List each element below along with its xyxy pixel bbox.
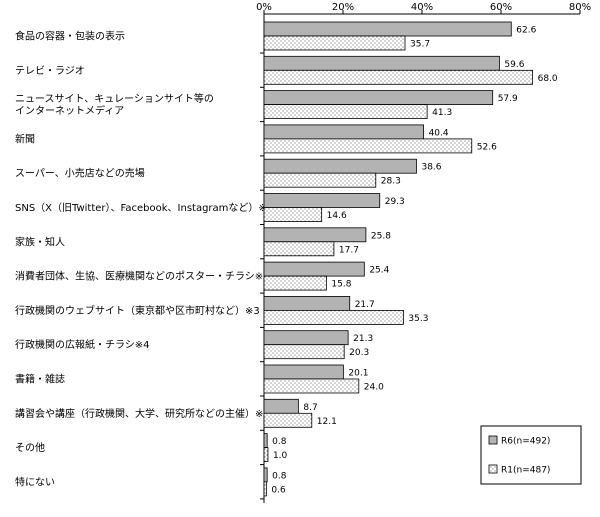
data-label: 25.4 (369, 266, 389, 276)
data-label: 24.0 (364, 383, 384, 393)
data-label: 0.6 (271, 485, 286, 495)
bar-r6 (263, 330, 349, 346)
x-tick-label: 40% (411, 2, 433, 13)
bar-r6 (263, 21, 512, 37)
category-label: 消費者団体、生協、医療機関などのポスター・チラシ※2 (15, 270, 270, 283)
bar-r1 (263, 35, 406, 51)
data-label: 29.3 (385, 197, 405, 207)
x-tick-label: 60% (490, 2, 512, 13)
category-label: スーパー、小売店などの売場 (15, 167, 145, 180)
category-label: 食品の容器・包装の表示 (15, 30, 125, 43)
category-label: 行政機関の広報紙・チラシ※4 (15, 338, 150, 351)
legend-label-r1: R1(n=487) (501, 466, 550, 476)
bars: 62.6 35.7 59.6 68.0 57.9 41.3 40.4 52.6 38.6 28.3… (263, 21, 558, 497)
category-label: テレビ・ラジオ (15, 65, 85, 77)
bar-r1 (263, 69, 534, 85)
bar-r6 (263, 55, 500, 71)
bar-r6 (263, 467, 268, 483)
data-label: 68.0 (538, 74, 558, 84)
bar-r6 (263, 398, 299, 414)
data-label: 17.7 (339, 245, 359, 255)
bar-r1 (263, 344, 345, 360)
x-tick-label: 0% (256, 2, 272, 13)
bar-r1 (263, 275, 327, 291)
bar-r6 (263, 295, 351, 311)
data-label: 35.7 (410, 40, 430, 50)
category-label: SNS（X（旧Twitter）、Facebook、Instagramなど）※1 (15, 202, 273, 214)
x-tick-label: 80% (569, 2, 591, 13)
data-label: 28.3 (381, 177, 401, 187)
data-label: 21.3 (353, 334, 373, 344)
category-label: 講習会や講座（行政機関、大学、研究所などの主催）※5 (15, 407, 270, 420)
data-label: 14.6 (327, 211, 347, 221)
x-tick-label: 20% (332, 2, 354, 13)
category-label: 書籍・雑誌 (15, 373, 65, 386)
bar-r1 (263, 309, 404, 325)
bar-r6 (263, 90, 494, 105)
data-label: 15.8 (331, 280, 351, 290)
category-labels: 食品の容器・包装の表示テレビ・ラジオニュースサイト、キュレーションサイト等のイン… (15, 30, 273, 489)
legend-swatch-r6 (488, 435, 498, 445)
bar-r1 (263, 138, 473, 154)
data-label: 12.1 (317, 417, 337, 427)
bar-r1 (263, 481, 267, 497)
data-label: 21.7 (355, 300, 375, 310)
bar-r6 (263, 261, 365, 277)
category-label: 行政機関のウェブサイト（東京都や区市町村など）※3 (15, 304, 260, 317)
category-label: その他 (15, 441, 45, 454)
bar-r1 (263, 172, 377, 188)
data-label: 25.8 (371, 231, 391, 241)
bar-r1 (263, 241, 335, 257)
data-label: 41.3 (432, 108, 452, 118)
category-label: 新聞 (15, 132, 35, 145)
data-label: 20.3 (349, 348, 369, 358)
bar-r1 (263, 378, 360, 394)
data-label: 62.6 (516, 26, 536, 36)
data-label: 20.1 (348, 369, 368, 379)
bar-r6 (263, 364, 344, 380)
legend-swatch-r1 (488, 464, 498, 474)
bar-r6 (263, 158, 417, 174)
data-label: 35.3 (408, 314, 428, 324)
bar-r6 (263, 433, 268, 449)
bar-r6 (263, 193, 381, 208)
bar-r1 (263, 412, 313, 428)
legend: R6(n=492) R1(n=487) (480, 425, 582, 485)
data-label: 8.7 (303, 403, 317, 413)
category-label: 特にない (15, 476, 55, 488)
bar-r6 (263, 227, 367, 243)
bar-r6 (263, 124, 424, 140)
data-label: 0.8 (272, 437, 287, 447)
data-label: 57.9 (498, 94, 518, 104)
data-label: 1.0 (273, 451, 288, 461)
data-label: 38.6 (421, 163, 441, 173)
data-label: 40.4 (429, 128, 449, 138)
bar-r1 (263, 104, 428, 119)
category-label: ニュースサイト、キュレーションサイト等のインターネットメディア (15, 92, 214, 117)
data-label: 52.6 (477, 142, 497, 152)
bar-r1 (263, 207, 323, 222)
data-label: 59.6 (504, 60, 524, 70)
data-label: 0.8 (272, 471, 287, 481)
bar-r1 (263, 447, 269, 463)
category-label: 家族・知人 (15, 235, 65, 248)
legend-label-r6: R6(n=492) (501, 437, 550, 447)
